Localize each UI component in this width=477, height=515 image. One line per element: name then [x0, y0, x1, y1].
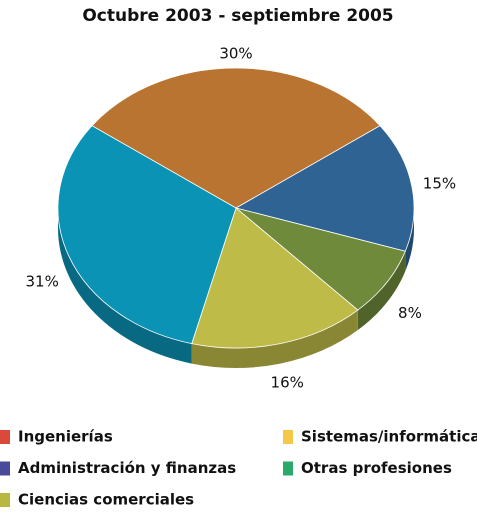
pie-slice	[57, 125, 237, 345]
legend-swatch	[0, 430, 10, 444]
legend-swatch	[283, 461, 293, 476]
legend-swatch	[0, 493, 10, 507]
pie-slice	[234, 125, 415, 252]
legend-swatch	[0, 461, 10, 476]
pie-side	[191, 310, 358, 368]
pie-slice	[191, 207, 359, 349]
data-label: 31%	[26, 273, 59, 291]
pie-slice	[91, 67, 381, 209]
legend-label: Ingenierías	[18, 428, 113, 446]
data-label: 8%	[398, 304, 422, 322]
legend-label: Sistemas/informática	[301, 428, 477, 446]
data-label: 16%	[271, 373, 304, 391]
legend-label: Otras profesiones	[301, 459, 452, 477]
data-label: 15%	[423, 174, 456, 192]
legend-label: Ciencias comerciales	[18, 491, 194, 509]
data-label: 30%	[219, 45, 252, 63]
pie-side	[357, 251, 406, 331]
legend-label: Administración y finanzas	[18, 459, 236, 477]
legend-swatch	[283, 430, 293, 444]
pie-side	[58, 208, 192, 364]
chart-title: Octubre 2003 - septiembre 2005	[82, 6, 393, 26]
pie-slice	[235, 207, 406, 311]
